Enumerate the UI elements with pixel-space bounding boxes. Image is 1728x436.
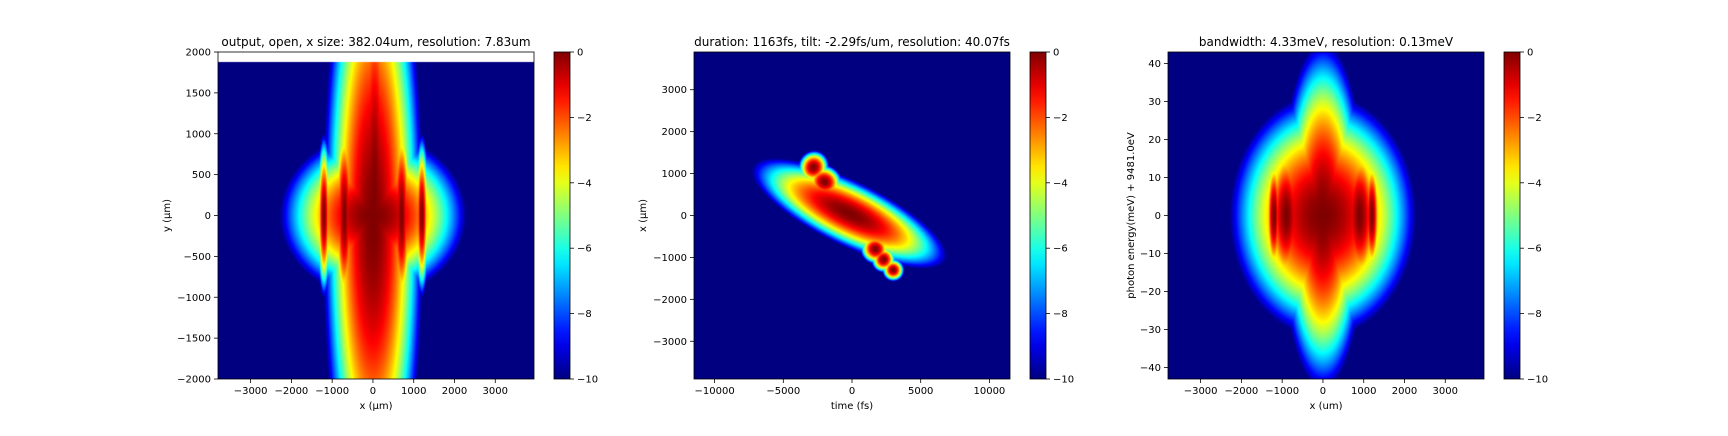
colorbar-tick-label: 0 (577, 48, 583, 59)
y-tick-label: 10 (1148, 173, 1161, 184)
x-tick-label: −1000 (1265, 386, 1299, 397)
heatmap-image (1168, 52, 1484, 379)
colorbar-tick-label: 0 (1527, 48, 1533, 59)
x-tick-label: −2000 (1224, 386, 1258, 397)
x-tick-label: 3000 (1433, 386, 1458, 397)
x-tick-label: −2000 (274, 386, 308, 397)
x-tick-label: 1000 (401, 386, 426, 397)
x-tick-label: −5000 (766, 386, 800, 397)
x-tick-label: −1000 (315, 386, 349, 397)
x-tick-label: 10000 (973, 386, 1005, 397)
colorbar-tick-label: −6 (1527, 244, 1542, 255)
y-tick-label: −2000 (177, 375, 211, 386)
panel-2: −10000 −5000 0 5000 10000−3000−2000−10000100… (638, 35, 1074, 412)
y-tick-label: 1000 (662, 169, 687, 180)
y-tick-label: 20 (1148, 135, 1161, 146)
y-tick-label: −40 (1140, 363, 1161, 374)
colorbar-gradient (1029, 51, 1047, 380)
colorbar-tick-label: −6 (577, 244, 592, 255)
y-tick-label: 0 (205, 211, 211, 222)
panel-3: −3000 −2000 −1000 0 1000 2000 3000−40−30−20−10… (1126, 35, 1548, 412)
y-tick-label: −30 (1140, 325, 1161, 336)
y-tick-label: 40 (1148, 59, 1161, 70)
x-axis-label: x (µm) (359, 401, 392, 412)
heatmap-image (694, 52, 1010, 379)
colorbar-tick-label: −2 (577, 113, 592, 124)
y-tick-label: 500 (192, 170, 211, 181)
y-tick-label: 1500 (186, 88, 211, 99)
y-tick-label: 3000 (662, 85, 687, 96)
x-tick-label: 3000 (483, 386, 508, 397)
colorbar-tick-label: −6 (1053, 244, 1068, 255)
y-tick-label: −1500 (177, 334, 211, 345)
colorbar-tick-label: −4 (1053, 178, 1068, 189)
colorbar-tick-label: −2 (1527, 113, 1542, 124)
x-tick-label: 0 (1320, 386, 1326, 397)
x-tick-label: 0 (849, 386, 855, 397)
y-tick-label: 0 (1155, 211, 1161, 222)
y-tick-label: −500 (184, 252, 211, 263)
x-tick-label: 2000 (1392, 386, 1417, 397)
x-tick-label: 0 (370, 386, 376, 397)
x-tick-label: −3000 (1184, 386, 1218, 397)
x-axis-label: time (fs) (831, 401, 873, 412)
colorbar-tick-label: −8 (1053, 309, 1068, 320)
y-tick-label: 0 (681, 211, 687, 222)
y-tick-label: 30 (1148, 97, 1161, 108)
x-tick-label: −3000 (234, 386, 268, 397)
panel-1: −3000 −2000 −1000 0 1000 2000 3000−2000−1500−1… (162, 35, 598, 412)
colorbar: 0 −2 −4 −6 −8 −10 (1029, 48, 1074, 386)
y-tick-label: 2000 (662, 127, 687, 138)
colorbar-tick-label: −2 (1053, 113, 1068, 124)
chart-title: output, open, x size: 382.04um, resoluti… (221, 35, 530, 49)
colorbar-tick-label: −8 (1527, 309, 1542, 320)
colorbar-tick-label: −4 (577, 178, 592, 189)
colorbar-tick-label: −10 (577, 375, 598, 386)
y-axis-label: x (µm) (638, 199, 649, 232)
colorbar-tick-label: −8 (577, 309, 592, 320)
colorbar-tick-label: −4 (1527, 178, 1542, 189)
colorbar-tick-label: −10 (1527, 375, 1548, 386)
x-tick-label: −10000 (695, 386, 735, 397)
x-axis-label: x (um) (1310, 401, 1343, 412)
chart-title: duration: 1163fs, tilt: -2.29fs/um, reso… (694, 35, 1010, 49)
x-tick-label: 1000 (1351, 386, 1376, 397)
colorbar-gradient (553, 51, 571, 380)
y-tick-label: −2000 (653, 295, 687, 306)
y-tick-label: −1000 (177, 293, 211, 304)
heatmap-image (218, 52, 534, 379)
colorbar-tick-label: −10 (1053, 375, 1074, 386)
y-tick-label: 2000 (186, 48, 211, 59)
x-tick-label: 5000 (908, 386, 933, 397)
y-axis-label: photon energy(meV) + 9481.0eV (1126, 132, 1137, 299)
colorbar: 0 −2 −4 −6 −8 −10 (553, 48, 598, 386)
colorbar-tick-label: 0 (1053, 48, 1059, 59)
y-axis-label: y (µm) (162, 199, 173, 232)
y-tick-label: −20 (1140, 287, 1161, 298)
y-tick-label: 1000 (186, 129, 211, 140)
y-tick-label: −3000 (653, 337, 687, 348)
colorbar: 0 −2 −4 −6 −8 −10 (1503, 48, 1548, 386)
colorbar-gradient (1503, 51, 1521, 380)
y-tick-label: −10 (1140, 249, 1161, 260)
y-tick-label: −1000 (653, 253, 687, 264)
x-tick-label: 2000 (442, 386, 467, 397)
chart-title: bandwidth: 4.33meV, resolution: 0.13meV (1199, 35, 1454, 49)
